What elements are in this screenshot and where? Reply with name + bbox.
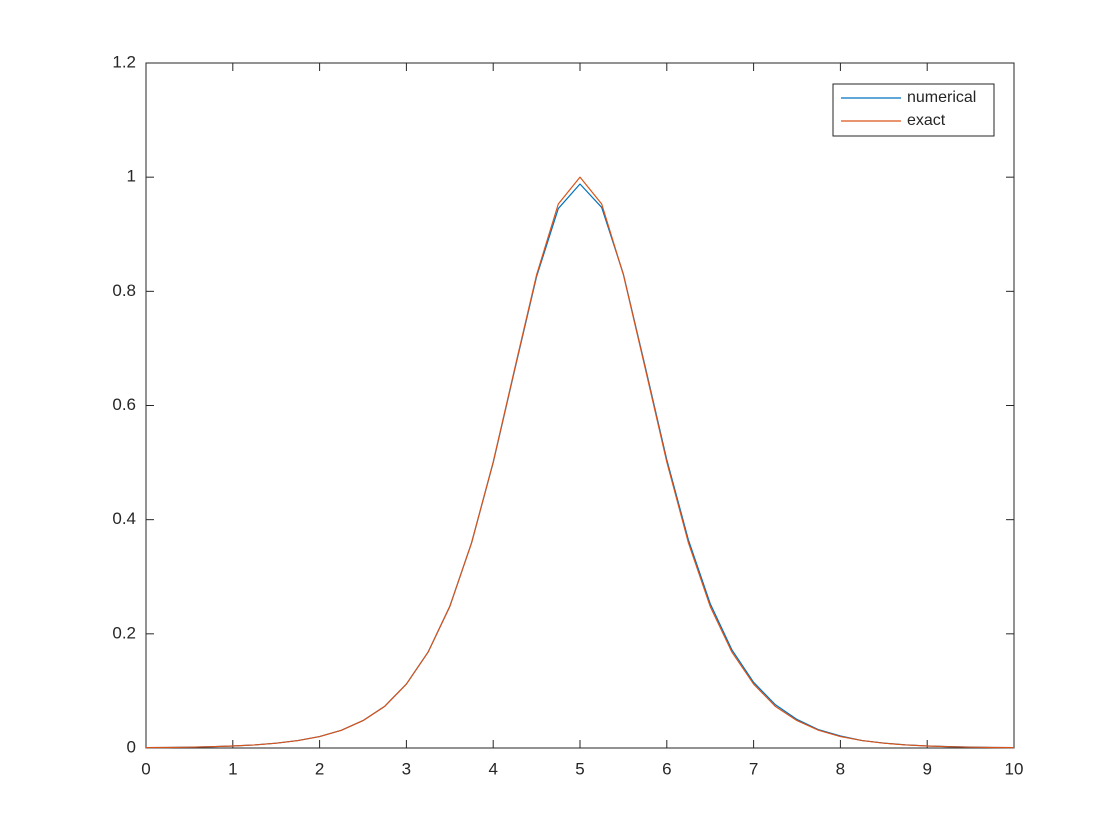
axes-box bbox=[145, 62, 1015, 749]
legend-box bbox=[832, 83, 995, 137]
y-tick-label: 0.4 bbox=[112, 509, 136, 528]
x-tick-label: 0 bbox=[141, 759, 150, 778]
x-tick-label: 2 bbox=[315, 759, 324, 778]
x-tick-label: 9 bbox=[922, 759, 931, 778]
data-line bbox=[145, 176, 1015, 749]
x-tick-label: 8 bbox=[836, 759, 845, 778]
x-tick-label: 10 bbox=[1005, 759, 1024, 778]
y-tick-label: 1 bbox=[127, 167, 136, 186]
x-tick-label: 7 bbox=[749, 759, 758, 778]
x-tick-label: 6 bbox=[662, 759, 671, 778]
legend-label: exact bbox=[907, 112, 946, 129]
y-tick-label: 0.6 bbox=[112, 395, 136, 414]
x-tick-label: 4 bbox=[488, 759, 497, 778]
x-tick-label: 3 bbox=[402, 759, 411, 778]
y-tick-label: 0 bbox=[127, 737, 136, 756]
x-tick-label: 1 bbox=[228, 759, 237, 778]
x-tick-label: 5 bbox=[575, 759, 584, 778]
legend-label: numerical bbox=[907, 89, 976, 106]
y-tick-label: 1.2 bbox=[112, 52, 136, 71]
y-tick-label: 0.2 bbox=[112, 623, 136, 642]
y-tick-label: 0.8 bbox=[112, 281, 136, 300]
legend: numerical exact bbox=[832, 83, 995, 137]
